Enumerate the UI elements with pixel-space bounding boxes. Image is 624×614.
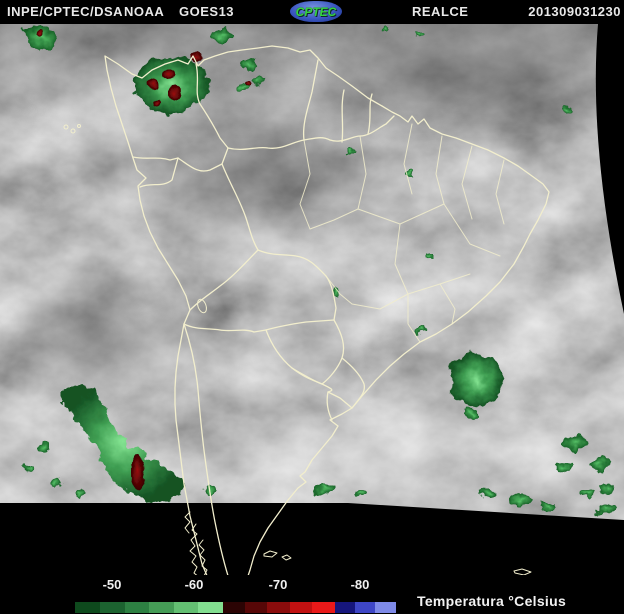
scale-title: Temperatura °Celsius: [417, 593, 567, 609]
colorbar-segment: [290, 602, 312, 613]
colorbar-segment: [267, 602, 290, 613]
colorbar-segment: [125, 602, 149, 613]
timestamp-label: 201309031230: [528, 4, 621, 19]
enhanced-cold-clouds: [23, 26, 616, 514]
satellite-image-canvas: [0, 24, 624, 575]
colorbar-segment: [100, 602, 125, 613]
colorbar-segment: [312, 602, 335, 613]
colorbar-segment: [149, 602, 174, 613]
island-outlines: [63, 124, 532, 575]
colorbar-segment: [223, 602, 245, 613]
space-bottom: [0, 503, 624, 575]
coastline: [104, 45, 550, 575]
satellite-label: GOES13: [179, 4, 235, 19]
colorbar-segment: [75, 602, 100, 613]
colorbar-segment: [375, 602, 396, 613]
colorbar-segment: [355, 602, 375, 613]
tick-label: -60: [184, 577, 204, 592]
agency-label: INPE/CPTEC/DSA: [7, 4, 124, 19]
fjord-coastline: [184, 511, 208, 575]
cptec-logo: CPTEC: [290, 1, 342, 22]
product-label: REALCE: [412, 4, 469, 19]
coldest-cloud-cores: [37, 31, 253, 490]
colorbar-segment: [198, 602, 223, 613]
tick-label: -50: [102, 577, 122, 592]
cptec-logo-text: CPTEC: [295, 4, 337, 19]
satellite-image: [0, 24, 624, 575]
tick-label: -80: [350, 577, 370, 592]
scale-footer: -50 -60 -70 -80 Temperatura °Celsius: [0, 575, 624, 614]
tick-label: -70: [268, 577, 288, 592]
colorbar-segment: [245, 602, 267, 613]
noaa-label: NOAA: [124, 4, 165, 19]
colorbar-segment: [174, 602, 198, 613]
space-region: [0, 24, 624, 575]
header-bar: INPE/CPTEC/DSA NOAA GOES13 CPTEC REALCE …: [0, 0, 624, 24]
earth-limb-right: [595, 24, 624, 314]
cloud-shading: [0, 24, 624, 526]
country-borders: [63, 45, 550, 575]
colorbar-segment: [335, 602, 355, 613]
temperature-colorbar: [75, 602, 396, 613]
